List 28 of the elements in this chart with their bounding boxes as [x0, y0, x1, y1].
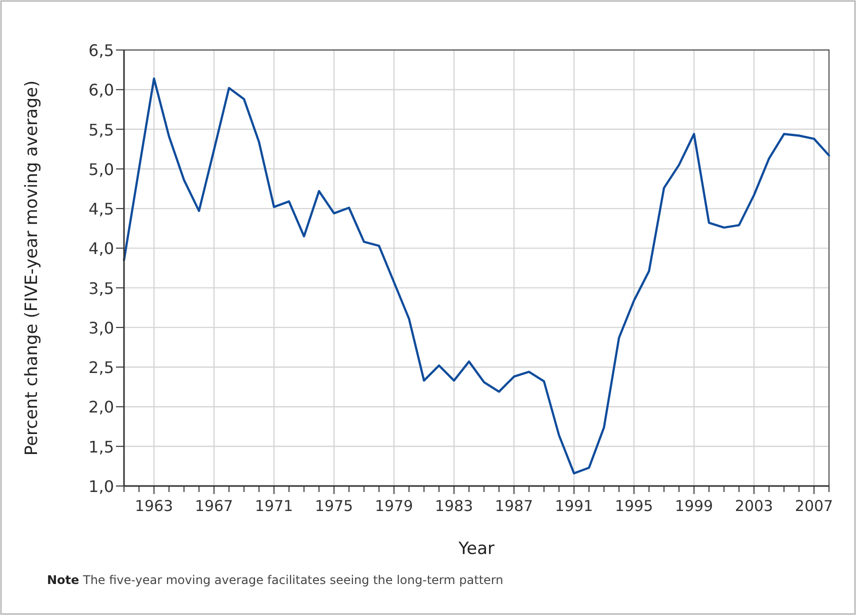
y-tick-label: 5,5: [88, 120, 114, 140]
x-tick-label: 1971: [254, 497, 294, 515]
y-tick-label: 1,0: [88, 477, 114, 496]
x-tick-label: 1967: [194, 497, 234, 515]
y-tick-label: 3,5: [88, 278, 114, 298]
y-tick-label: 3,0: [88, 318, 114, 338]
x-axis-title: Year: [458, 539, 495, 559]
y-axis-title: Percent change (FIVE-year moving average): [22, 80, 42, 456]
y-tick-label: 1,5: [88, 437, 114, 456]
x-tick-label: 1975: [314, 497, 354, 515]
x-tick-label: 1979: [374, 497, 414, 515]
y-tick-label: 4,0: [88, 239, 114, 258]
y-tick-label: 2,5: [88, 358, 114, 378]
text: Note The five-year moving average facilitates seeing the long-term pattern: [47, 573, 504, 587]
y-tick-label: 6,0: [88, 80, 114, 100]
y-tick-label: 4,5: [88, 200, 114, 219]
x-tick-label: 2007: [794, 497, 834, 515]
x-tick-label: 1999: [674, 497, 714, 515]
x-tick-label: 2003: [734, 497, 774, 515]
x-tick-label: 1963: [134, 497, 174, 515]
x-tick-label: 1987: [494, 497, 534, 515]
y-tick-label: 6,5: [88, 41, 114, 60]
line-series: [122, 77, 830, 474]
y-tick-label: 2,0: [88, 398, 114, 417]
x-tick-label: 1991: [554, 497, 594, 515]
x-tick-label: 1983: [434, 497, 474, 515]
y-tick-label: 5,0: [88, 160, 114, 179]
x-tick-label: 1995: [614, 497, 654, 515]
